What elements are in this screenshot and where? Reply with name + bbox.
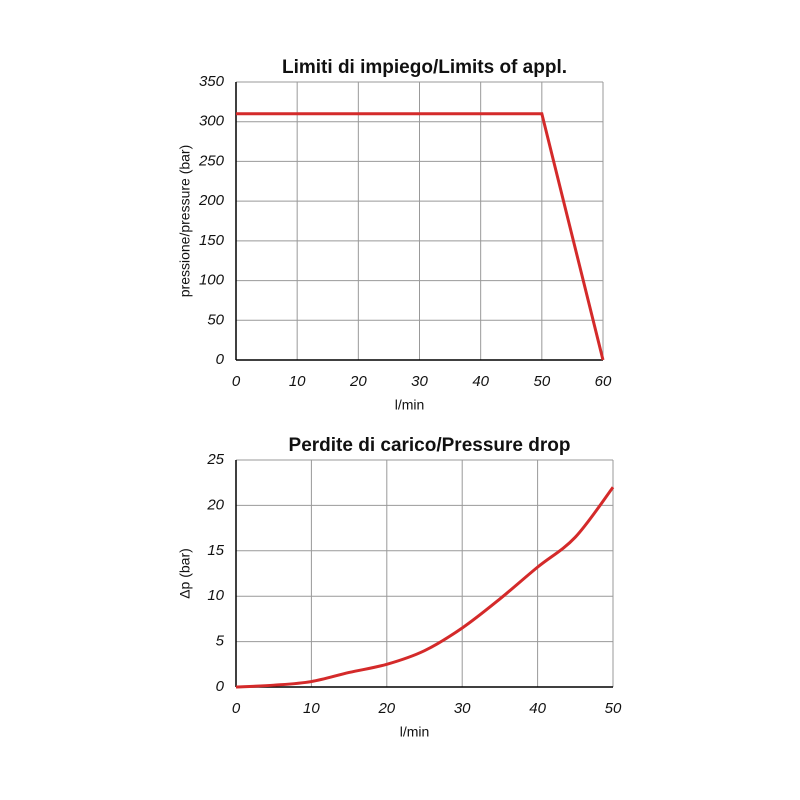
y-axis-label: Δp (bar) bbox=[177, 548, 193, 599]
x-tick-label: 60 bbox=[595, 373, 612, 390]
y-tick-label: 250 bbox=[198, 152, 225, 169]
data-line bbox=[235, 486, 615, 689]
x-tick-label: 20 bbox=[349, 373, 367, 390]
x-axis-label: l/min bbox=[400, 724, 430, 740]
y-axis-label: pressione/pressure (bar) bbox=[177, 145, 193, 298]
y-tick-label: 300 bbox=[199, 113, 225, 130]
y-tick-label: 15 bbox=[207, 542, 224, 559]
x-tick-label: 40 bbox=[529, 700, 546, 717]
x-tick-label: 10 bbox=[303, 700, 320, 717]
y-tick-label: 20 bbox=[206, 496, 224, 513]
y-tick-label: 150 bbox=[199, 232, 225, 249]
y-tick-label: 50 bbox=[207, 311, 224, 328]
x-tick-label: 10 bbox=[289, 373, 306, 390]
x-tick-label: 30 bbox=[454, 700, 471, 717]
y-tick-label: 0 bbox=[216, 351, 225, 368]
y-tick-label: 100 bbox=[199, 272, 225, 289]
y-tick-label: 200 bbox=[198, 192, 225, 209]
x-tick-label: 0 bbox=[232, 373, 241, 390]
y-tick-label: 25 bbox=[206, 451, 224, 468]
y-tick-label: 350 bbox=[199, 73, 225, 90]
y-tick-label: 10 bbox=[207, 587, 224, 604]
x-tick-label: 50 bbox=[605, 700, 622, 717]
chart-title: Limiti di impiego/Limits of appl. bbox=[282, 57, 567, 78]
data-line bbox=[236, 112, 605, 361]
chart-title: Perdite di carico/Pressure drop bbox=[289, 435, 571, 456]
y-tick-label: 5 bbox=[216, 633, 225, 650]
x-tick-label: 50 bbox=[533, 373, 550, 390]
x-tick-label: 30 bbox=[411, 373, 428, 390]
y-tick-label: 0 bbox=[216, 678, 225, 695]
x-tick-label: 0 bbox=[232, 700, 241, 717]
x-tick-label: 20 bbox=[377, 700, 395, 717]
x-tick-label: 40 bbox=[472, 373, 489, 390]
x-axis-label: l/min bbox=[395, 397, 425, 413]
